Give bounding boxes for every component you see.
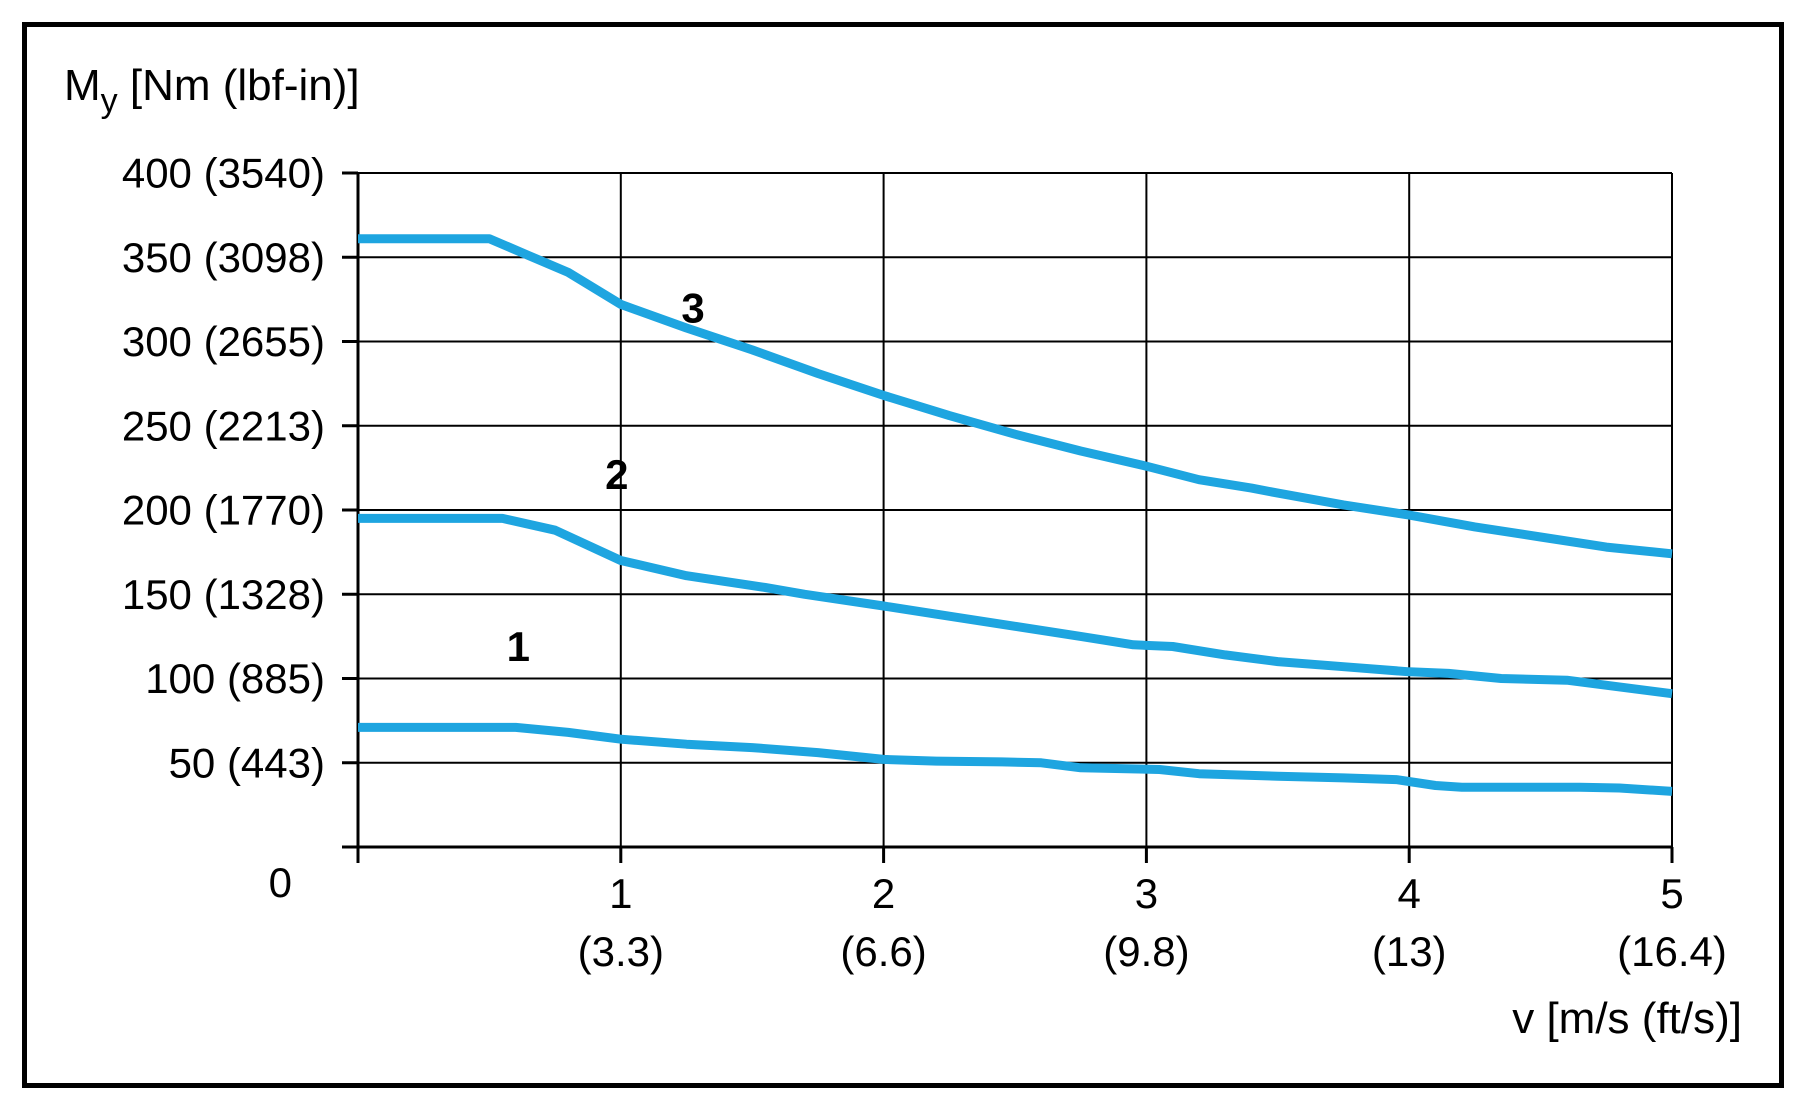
curve-label-2: 2 [605,451,628,498]
origin-label: 0 [269,859,292,906]
y-tick-label-200: 200 (1770) [122,487,325,534]
y-tick-label-400: 400 (3540) [122,150,325,197]
y-tick-label-50: 50 (443) [169,739,325,786]
x-tick-label-5: 5 [1660,870,1683,917]
y-tick-label-250: 250 (2213) [122,402,325,449]
y-tick-label-350: 350 (3098) [122,234,325,281]
y-tick-label-100: 100 (885) [145,655,325,702]
curve-label-3: 3 [681,284,704,331]
x-tick-sublabel-4: (13) [1372,928,1447,975]
y-axis-title: My [Nm (lbf-in)] [64,61,360,120]
x-tick-label-1: 1 [609,870,632,917]
x-tick-sublabel-3: (9.8) [1103,928,1189,975]
x-tick-sublabel-5: (16.4) [1617,928,1727,975]
y-tick-label-150: 150 (1328) [122,571,325,618]
x-tick-sublabel-1: (3.3) [578,928,664,975]
x-tick-label-4: 4 [1398,870,1421,917]
curve-2 [358,513,1673,699]
curve-3 [358,234,1673,559]
y-tick-label-300: 300 (2655) [122,318,325,365]
x-tick-label-3: 3 [1135,870,1158,917]
curve-1 [358,722,1673,796]
x-tick-label-2: 2 [872,870,895,917]
x-axis-title: v [m/s (ft/s)] [1512,994,1742,1043]
figure-border [22,22,1784,1088]
curve-label-1: 1 [507,623,530,670]
x-tick-sublabel-2: (6.6) [840,928,926,975]
